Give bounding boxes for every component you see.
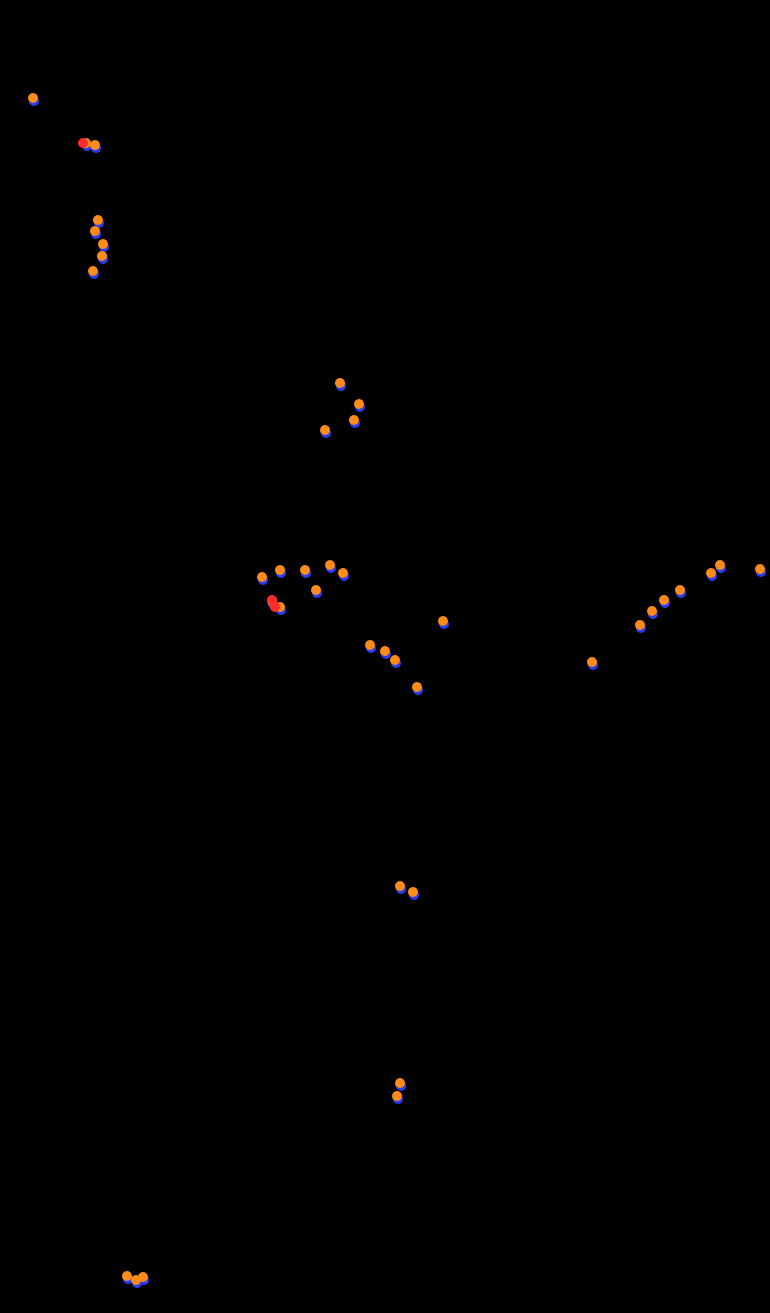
scatter-point-main [257,572,267,582]
scatter-point-main [675,585,685,595]
scatter-point-main [325,560,335,570]
scatter-point-main [395,881,405,891]
scatter-plot [0,0,770,1313]
scatter-point-main [390,655,400,665]
scatter-point-main [635,620,645,630]
scatter-point-main [412,682,422,692]
scatter-point-main [97,251,107,261]
scatter-point-main [90,226,100,236]
scatter-point-main [354,399,364,409]
scatter-point-main [98,239,108,249]
scatter-point-main [715,560,725,570]
scatter-point-main [438,616,448,626]
scatter-point-main [88,266,98,276]
scatter-point-main [706,568,716,578]
scatter-point-main [335,378,345,388]
scatter-point-main [311,585,321,595]
scatter-point-main [275,565,285,575]
scatter-point-main [392,1091,402,1101]
scatter-point-main [300,565,310,575]
scatter-point-main [755,564,765,574]
scatter-point-accent [78,138,88,148]
scatter-point-main [320,425,330,435]
scatter-point-main [365,640,375,650]
scatter-point-main [408,887,418,897]
scatter-point-main [138,1272,148,1282]
scatter-point-main [349,415,359,425]
scatter-point-accent [270,602,280,612]
scatter-point-main [90,140,100,150]
scatter-point-main [659,595,669,605]
scatter-point-main [587,657,597,667]
scatter-point-main [395,1078,405,1088]
scatter-point-main [380,646,390,656]
scatter-point-main [28,93,38,103]
scatter-point-main [338,568,348,578]
scatter-point-main [93,215,103,225]
scatter-point-main [647,606,657,616]
